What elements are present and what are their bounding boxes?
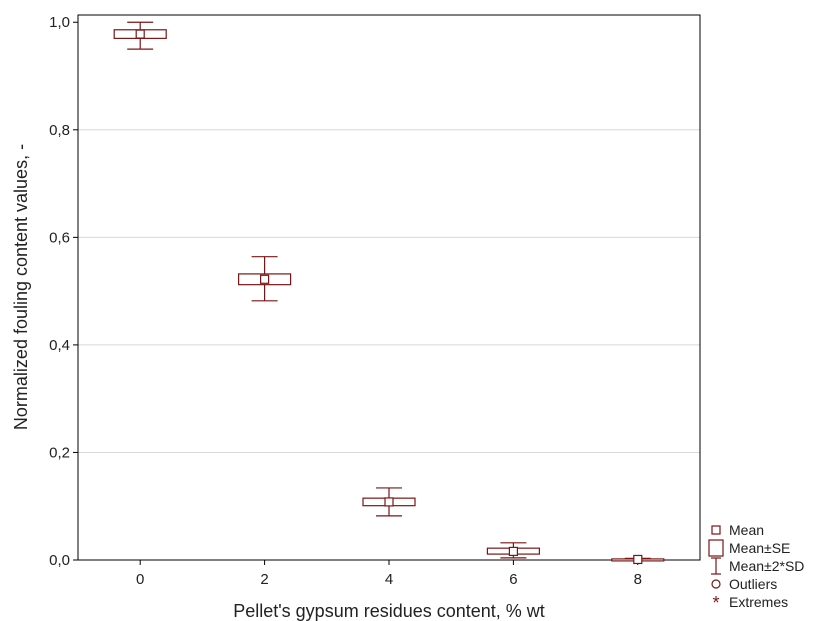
legend-extreme-icon: * xyxy=(712,593,719,613)
legend-outlier-icon xyxy=(711,579,721,589)
legend-mean-icon xyxy=(711,525,721,535)
legend-item-whisker: Mean±2*SD xyxy=(711,557,804,575)
y-axis-label: Normalized fouling content values, - xyxy=(11,144,31,430)
y-tick-label: 1,0 xyxy=(49,14,70,31)
x-tick-label: 8 xyxy=(634,571,642,588)
box-series xyxy=(113,21,665,565)
y-tick-label: 0,2 xyxy=(49,444,70,461)
y-tick-label: 0,0 xyxy=(49,552,70,569)
grid-lines xyxy=(78,129,700,453)
box-group-8 xyxy=(611,554,665,565)
legend-item-se-box: Mean±SE xyxy=(708,539,790,557)
legend-label: Mean±2*SD xyxy=(729,558,804,574)
mean-marker xyxy=(260,274,270,284)
legend-label: Outliers xyxy=(729,576,777,592)
x-tick-label: 4 xyxy=(385,571,393,588)
plot-area xyxy=(77,14,701,561)
legend-label: Mean xyxy=(729,522,764,538)
legend-box-icon xyxy=(708,539,724,557)
mean-marker xyxy=(135,29,145,39)
x-tick-label: 2 xyxy=(260,571,268,588)
legend-item-circle: Outliers xyxy=(711,576,777,592)
x-axis-label: Pellet's gypsum residues content, % wt xyxy=(233,601,545,621)
mean-marker xyxy=(633,554,643,565)
box-group-6 xyxy=(486,542,540,559)
legend-item-asterisk: * Extremes xyxy=(712,593,788,613)
y-axis: 0,0 0,2 0,4 0,6 0,8 1,0 xyxy=(49,14,78,569)
mean-marker xyxy=(508,546,518,556)
box-group-2 xyxy=(238,256,292,302)
x-axis: 0 2 4 6 8 xyxy=(136,560,642,588)
mean-marker xyxy=(384,497,394,507)
y-tick-label: 0,6 xyxy=(49,229,70,246)
legend: Mean Mean±SE Mean±2*SD Outliers * Extremes xyxy=(708,522,804,613)
y-tick-label: 0,8 xyxy=(49,122,70,139)
box-group-0 xyxy=(113,21,167,50)
legend-label: Extremes xyxy=(729,594,788,610)
x-tick-label: 6 xyxy=(509,571,517,588)
box-group-4 xyxy=(362,487,416,517)
legend-item-mean: Mean xyxy=(711,522,764,538)
legend-label: Mean±SE xyxy=(729,540,790,556)
y-tick-label: 0,4 xyxy=(49,337,70,354)
x-tick-label: 0 xyxy=(136,571,144,588)
